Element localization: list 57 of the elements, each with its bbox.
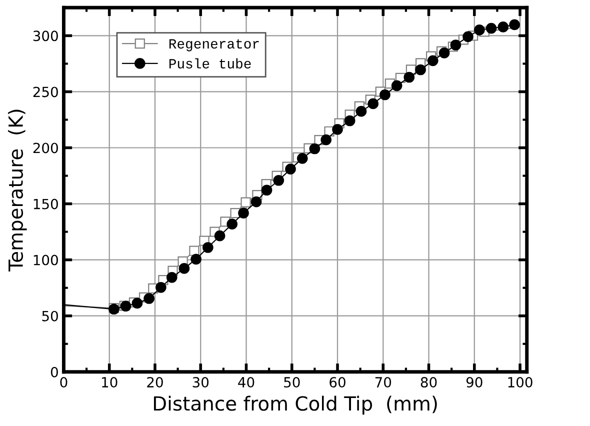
x-tick-label: 70 xyxy=(375,377,392,388)
point xyxy=(391,80,402,92)
x-axis-title: Distance from Cold Tip (mm) xyxy=(154,396,437,415)
y-tick-label: 250 xyxy=(33,86,58,98)
y-tick-label: 50 xyxy=(42,310,58,322)
point xyxy=(415,64,426,76)
x-tick-label: 30 xyxy=(192,377,209,388)
point xyxy=(380,89,390,100)
point xyxy=(427,55,438,66)
x-tick-label: 10 xyxy=(102,377,118,388)
x-tick-label: 0 xyxy=(60,377,68,388)
x-tick-label: 80 xyxy=(420,377,437,388)
legend-label: Regenerator xyxy=(169,39,259,52)
x-tick-label: 60 xyxy=(330,377,346,388)
point xyxy=(178,263,190,274)
y-tick-label: 100 xyxy=(34,254,58,266)
point xyxy=(226,218,238,230)
point xyxy=(368,98,379,110)
point xyxy=(344,115,356,126)
point xyxy=(189,246,200,256)
y-tick-label: 200 xyxy=(33,142,58,154)
point xyxy=(214,230,226,242)
point xyxy=(238,208,249,219)
x-tick-label: 50 xyxy=(284,377,300,388)
point xyxy=(332,124,343,135)
point xyxy=(404,72,415,83)
y-tick-label: 300 xyxy=(33,30,58,42)
point xyxy=(273,174,284,186)
x-tick-label: 100 xyxy=(508,377,532,388)
point xyxy=(296,152,308,164)
point xyxy=(144,293,154,304)
y-axis-title: Temperature (K) xyxy=(8,110,27,272)
point xyxy=(320,134,332,146)
point xyxy=(166,272,178,283)
point xyxy=(438,48,450,58)
y-tick-label: 150 xyxy=(34,198,58,210)
point xyxy=(132,298,143,309)
point xyxy=(250,196,262,208)
point xyxy=(450,40,462,50)
point xyxy=(509,19,520,30)
point xyxy=(356,106,367,117)
point xyxy=(285,164,296,174)
x-tick-label: 20 xyxy=(147,377,163,388)
point xyxy=(474,24,485,36)
point xyxy=(202,242,214,253)
point xyxy=(498,22,509,32)
x-tick-label: 40 xyxy=(238,377,254,388)
point xyxy=(190,254,202,265)
point xyxy=(240,197,251,208)
point xyxy=(309,143,320,154)
legend-label: Pusle tube xyxy=(169,58,251,68)
point xyxy=(261,184,272,196)
y-tick-label: 0 xyxy=(50,366,58,378)
point xyxy=(486,22,497,34)
point xyxy=(155,282,166,293)
point xyxy=(462,31,474,42)
x-tick-label: 90 xyxy=(466,377,482,388)
